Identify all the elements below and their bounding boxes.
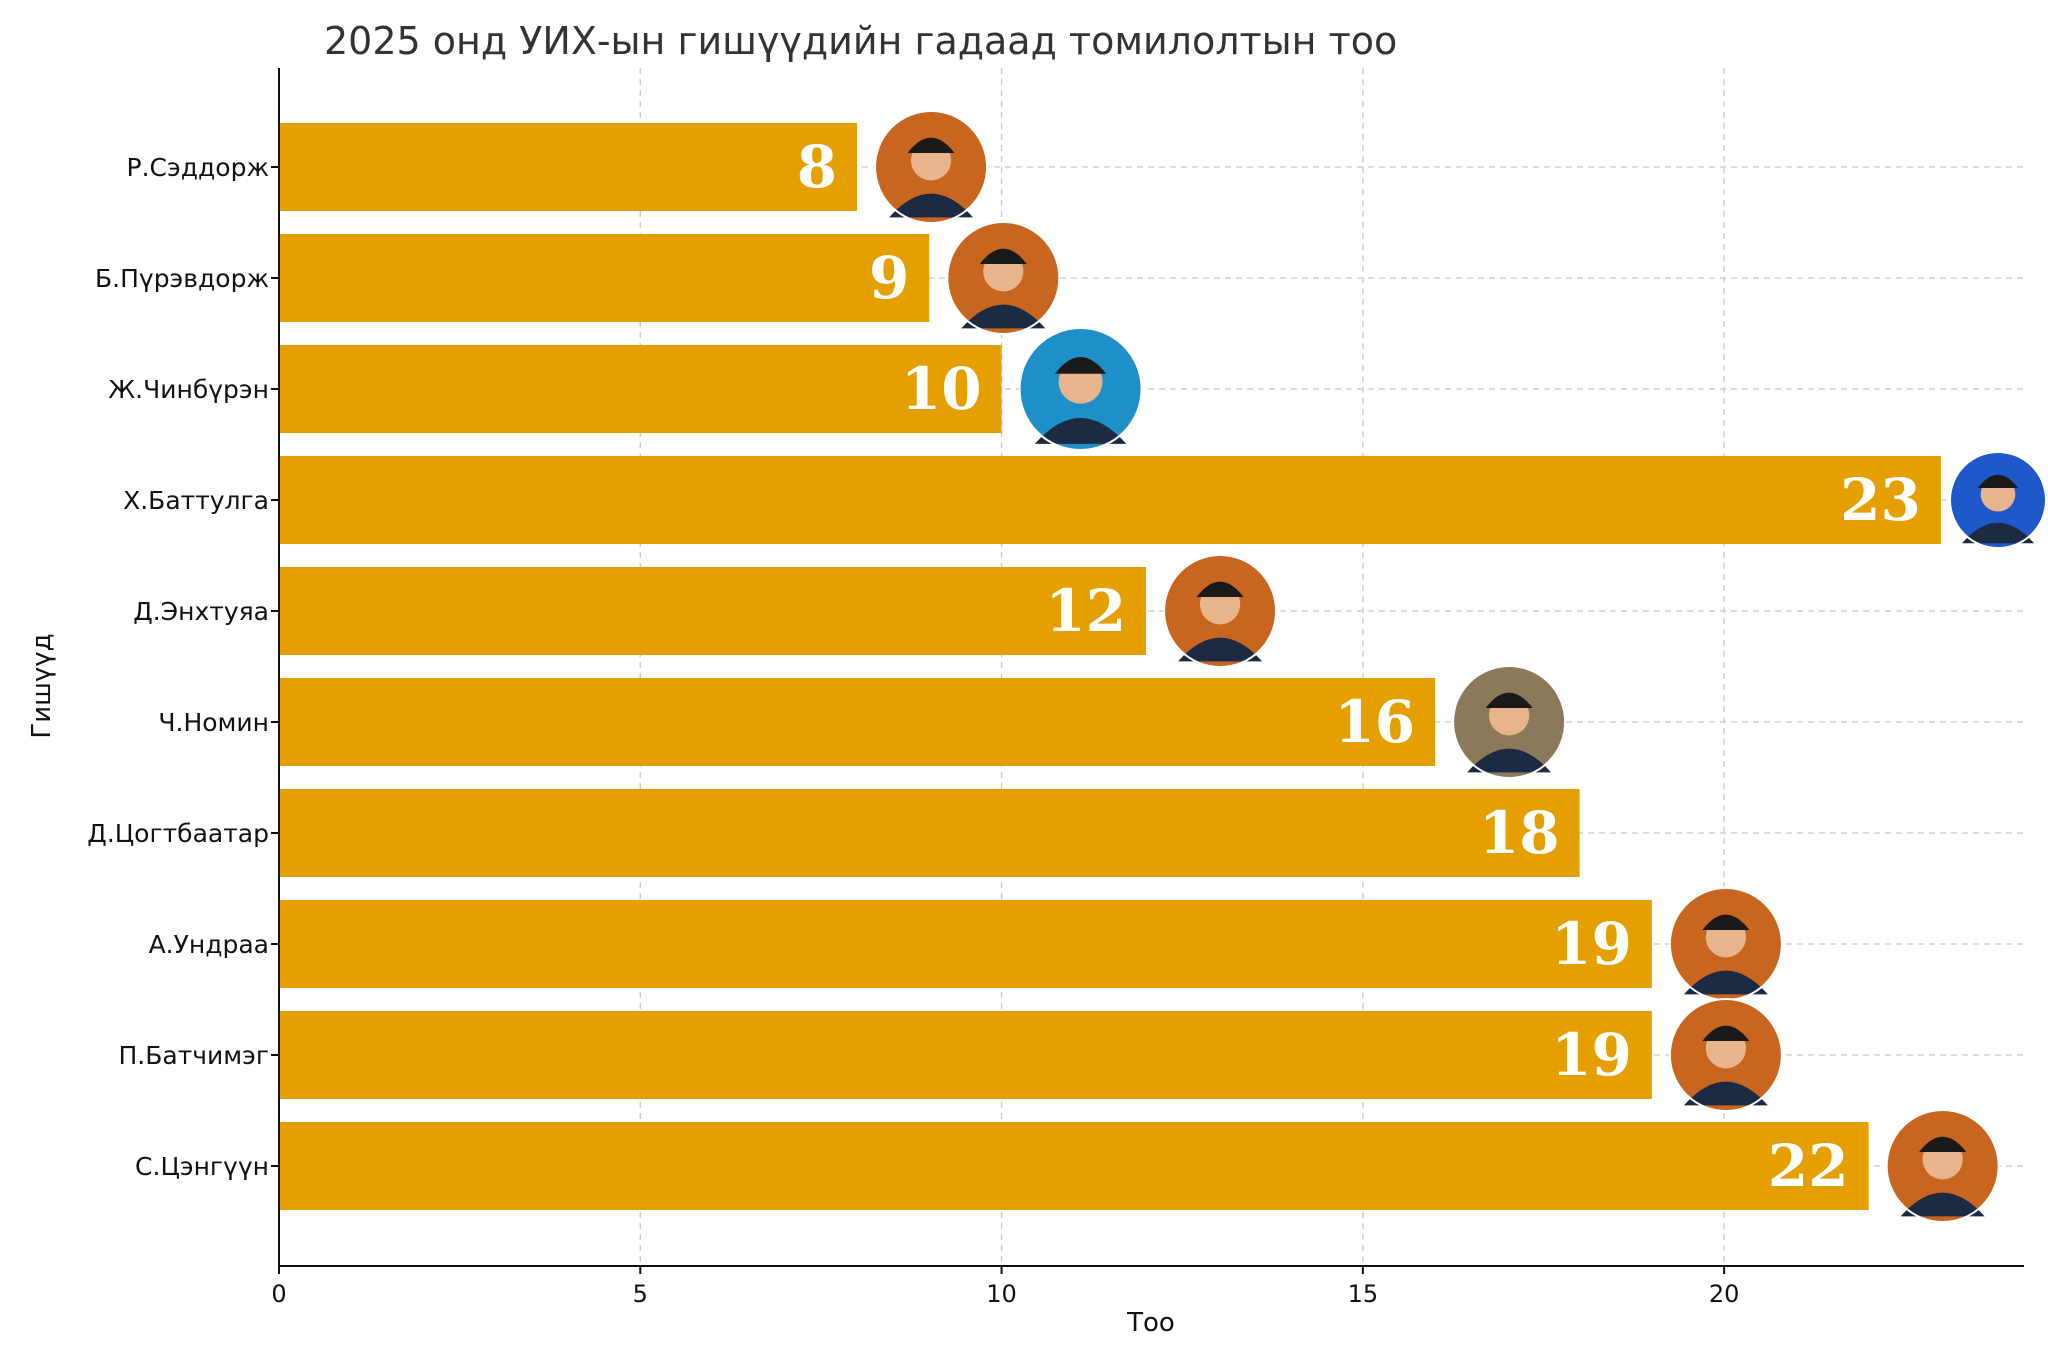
portrait-body (1962, 522, 2034, 544)
x-axis-label: Тоо (1126, 1308, 1175, 1338)
category-label: Ж.Чинбүрэн (108, 375, 269, 404)
bar (279, 567, 1147, 655)
portrait-hair (1196, 581, 1244, 597)
portrait-body (1683, 1081, 1768, 1106)
x-tick-label: 20 (1709, 1280, 1740, 1308)
bar (279, 678, 1436, 766)
portrait-man-icon (1018, 327, 1143, 451)
portrait-hair (907, 137, 955, 153)
portrait-body (1034, 417, 1127, 444)
bars: 89 10 23 12 16 18 19 19 22 (279, 123, 1941, 1210)
portrait-man-icon (874, 110, 989, 224)
bar (279, 789, 1580, 877)
portrait-body (1467, 748, 1552, 773)
bar-value-label: 10 (901, 355, 982, 423)
x-tick-label: 0 (271, 1280, 286, 1308)
category-label: Б.Пүрэвдорж (95, 264, 269, 293)
bar-value-label: 19 (1551, 910, 1632, 978)
portrait-hair (979, 248, 1027, 264)
portrait-border (1885, 1109, 2000, 1223)
y-axis-label: Гишүүд (27, 633, 57, 738)
bar-value-label: 19 (1551, 1021, 1632, 1089)
x-tick-label: 15 (1348, 1280, 1379, 1308)
portrait-border (1949, 451, 2047, 549)
portrait-woman-icon (1668, 998, 1783, 1112)
bar (279, 234, 930, 322)
portraits (874, 110, 2047, 1223)
bar-value-label: 22 (1768, 1132, 1849, 1200)
portrait-body (1900, 1192, 1985, 1217)
portrait-border (1668, 998, 1783, 1112)
chart-title: 2025 онд УИХ-ын гишүүдийн гадаад томилол… (324, 19, 1397, 63)
portrait-body (1178, 637, 1263, 662)
portrait-border (1452, 665, 1567, 779)
bar (279, 345, 1002, 433)
portrait-border (874, 110, 989, 224)
x-tick-label: 10 (986, 1280, 1017, 1308)
portrait-hair (1919, 1136, 1967, 1152)
portrait-hair (1054, 356, 1107, 374)
portrait-man-icon (946, 221, 1061, 335)
portrait-border (1163, 554, 1278, 668)
category-label: Р.Сэддорж (127, 153, 269, 182)
category-label: Д.Цогтбаатар (87, 819, 269, 848)
bar-value-label: 9 (869, 244, 909, 312)
bar (279, 123, 858, 211)
category-label: Д.Энхтуяа (133, 597, 269, 626)
bar (279, 1011, 1652, 1099)
bar-value-label: 8 (797, 133, 837, 201)
bar-value-label: 16 (1334, 688, 1415, 756)
portrait-hair (1702, 1025, 1750, 1041)
category-label: П.Батчимэг (118, 1041, 269, 1070)
x-tick-label: 5 (633, 1280, 648, 1308)
bar (279, 900, 1652, 988)
portrait-body (889, 193, 974, 218)
portrait-woman-icon (1452, 665, 1567, 779)
category-label: С.Цэнгүүн (135, 1152, 269, 1181)
portrait-man-icon (1949, 451, 2047, 549)
category-label: А.Ундраа (149, 930, 269, 959)
category-label: Х.Баттулга (123, 486, 269, 515)
portrait-border (1018, 327, 1143, 451)
bar-value-label: 12 (1045, 577, 1126, 645)
bar-value-label: 23 (1840, 466, 1921, 534)
bar-value-label: 18 (1479, 799, 1560, 867)
portrait-hair (1702, 914, 1750, 930)
portrait-woman-icon (1163, 554, 1278, 668)
x-ticks: 0 5 10 15 20 (271, 1266, 1739, 1308)
portrait-body (961, 304, 1046, 329)
bar (279, 1122, 1869, 1210)
portrait-woman-icon (1885, 1109, 2000, 1223)
bar (279, 456, 1941, 544)
category-label: Ч.Номин (158, 708, 269, 737)
category-labels: Р.Сэддорж Б.Пүрэвдорж Ж.Чинбүрэн Х.Баттулга… (87, 153, 279, 1181)
portrait-body (1683, 970, 1768, 995)
portrait-hair (1485, 692, 1533, 708)
portrait-border (946, 221, 1061, 335)
portrait-hair (1977, 474, 2019, 488)
portrait-woman-icon (1668, 887, 1783, 1001)
